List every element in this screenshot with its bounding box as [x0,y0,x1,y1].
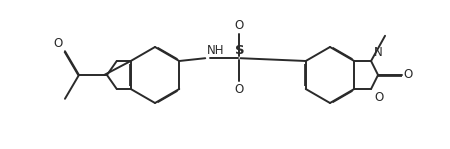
Text: N: N [374,46,383,59]
Text: O: O [54,37,63,50]
Text: O: O [235,83,244,96]
Text: NH: NH [207,44,225,57]
Text: O: O [374,91,383,104]
Text: O: O [404,69,413,82]
Text: O: O [235,19,244,32]
Text: S: S [234,44,244,57]
